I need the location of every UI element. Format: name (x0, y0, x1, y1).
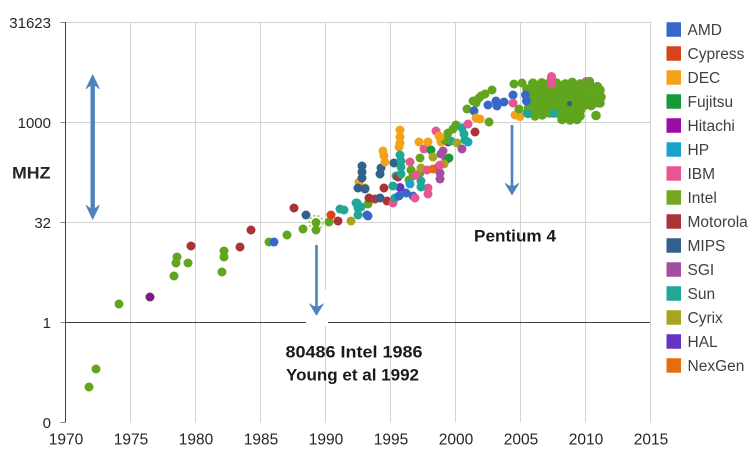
svg-text:MIPS: MIPS (688, 238, 726, 255)
svg-text:2000: 2000 (439, 432, 474, 449)
svg-text:SGI: SGI (688, 262, 715, 279)
svg-text:1000: 1000 (18, 115, 51, 132)
svg-text:Sun: Sun (688, 286, 716, 303)
svg-text:HAL: HAL (688, 334, 719, 351)
svg-text:Motorola: Motorola (688, 214, 749, 231)
svg-text:2005: 2005 (504, 432, 538, 449)
svg-text:1975: 1975 (114, 432, 148, 449)
svg-text:DEC: DEC (688, 70, 721, 87)
svg-text:Young et al 1992: Young et al 1992 (286, 366, 419, 385)
svg-text:80486 Intel 1986: 80486 Intel 1986 (286, 343, 423, 362)
svg-text:AMD: AMD (688, 22, 722, 39)
svg-text:Cypress: Cypress (688, 46, 745, 63)
svg-text:Cyrix: Cyrix (688, 310, 724, 327)
svg-text:Intel: Intel (688, 190, 717, 207)
svg-text:HP: HP (688, 142, 710, 159)
svg-text:1990: 1990 (309, 432, 344, 449)
svg-text:Pentium 4: Pentium 4 (474, 227, 557, 246)
svg-text:NexGen: NexGen (688, 358, 745, 375)
svg-text:2010: 2010 (569, 432, 604, 449)
svg-text:1985: 1985 (244, 432, 278, 449)
svg-text:32: 32 (34, 215, 51, 232)
svg-text:0: 0 (43, 415, 51, 432)
svg-text:IBM: IBM (688, 166, 716, 183)
svg-text:1995: 1995 (374, 432, 408, 449)
svg-text:1: 1 (43, 315, 51, 332)
svg-text:1980: 1980 (179, 432, 214, 449)
svg-text:31623: 31623 (9, 15, 51, 32)
svg-text:Hitachi: Hitachi (688, 118, 735, 135)
svg-text:MHZ: MHZ (12, 165, 51, 183)
svg-text:Fujitsu: Fujitsu (688, 94, 734, 111)
svg-text:1970: 1970 (49, 432, 84, 449)
svg-text:2015: 2015 (634, 432, 668, 449)
